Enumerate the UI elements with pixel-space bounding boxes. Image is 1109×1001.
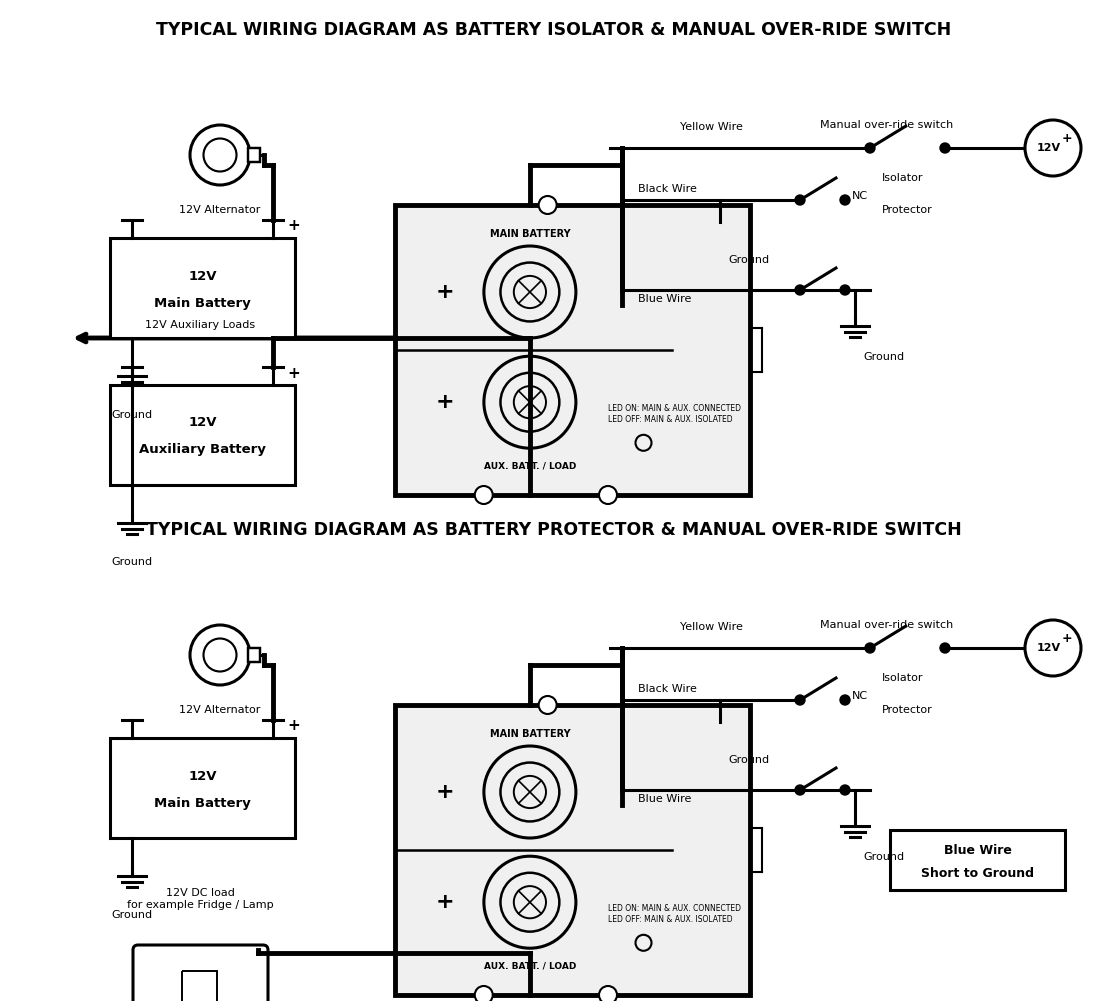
Text: TYPICAL WIRING DIAGRAM AS BATTERY ISOLATOR & MANUAL OVER-RIDE SWITCH: TYPICAL WIRING DIAGRAM AS BATTERY ISOLAT… [156, 21, 952, 39]
Text: MAIN BATTERY: MAIN BATTERY [489, 229, 570, 239]
Circle shape [795, 695, 805, 705]
Text: Protector: Protector [882, 705, 933, 715]
Text: Auxiliary Battery: Auxiliary Battery [139, 443, 266, 456]
Circle shape [190, 625, 250, 685]
Text: 12V DC load
for example Fridge / Lamp: 12V DC load for example Fridge / Lamp [126, 888, 273, 910]
Circle shape [865, 643, 875, 653]
Text: Blue Wire: Blue Wire [944, 845, 1011, 858]
Circle shape [840, 785, 849, 795]
Circle shape [840, 195, 849, 205]
Text: Manual over-ride switch: Manual over-ride switch [820, 120, 954, 130]
Text: NC: NC [852, 191, 868, 201]
Circle shape [190, 125, 250, 185]
Text: AUX. BATT. / LOAD: AUX. BATT. / LOAD [484, 962, 576, 971]
Circle shape [599, 486, 617, 504]
Text: LED ON: MAIN & AUX. CONNECTED
LED OFF: MAIN & AUX. ISOLATED: LED ON: MAIN & AUX. CONNECTED LED OFF: M… [608, 904, 741, 924]
Text: Protector: Protector [882, 205, 933, 215]
Text: Short to Ground: Short to Ground [920, 867, 1034, 880]
FancyBboxPatch shape [133, 945, 268, 1001]
Bar [395, 205, 750, 495]
Bar [182, 971, 216, 1001]
Bar [248, 148, 260, 162]
Text: 12V: 12V [189, 269, 216, 282]
Text: +: + [436, 892, 454, 912]
Text: 12V: 12V [1037, 143, 1061, 153]
Text: +: + [287, 719, 299, 734]
Circle shape [1025, 120, 1081, 176]
Bar [248, 648, 260, 662]
Text: Main Battery: Main Battery [154, 296, 251, 309]
Text: +: + [1061, 131, 1072, 144]
Text: Ground: Ground [111, 910, 153, 920]
Text: +: + [1061, 632, 1072, 645]
Circle shape [599, 986, 617, 1001]
Circle shape [475, 986, 492, 1001]
Text: Yellow Wire: Yellow Wire [680, 122, 743, 132]
Bar [891, 830, 1065, 890]
Text: Main Battery: Main Battery [154, 797, 251, 810]
Text: 12V: 12V [189, 416, 216, 429]
Text: 12V Auxiliary Loads: 12V Auxiliary Loads [145, 320, 255, 330]
Circle shape [475, 486, 492, 504]
Text: +: + [436, 282, 454, 302]
Circle shape [940, 643, 950, 653]
Text: Ground: Ground [728, 755, 770, 765]
Text: Black Wire: Black Wire [638, 684, 696, 694]
Text: Manual over-ride switch: Manual over-ride switch [820, 620, 954, 630]
Circle shape [539, 196, 557, 214]
Circle shape [1025, 620, 1081, 676]
Text: 12V Alternator: 12V Alternator [180, 205, 261, 215]
Text: AUX. BATT. / LOAD: AUX. BATT. / LOAD [484, 461, 576, 470]
Text: Blue Wire: Blue Wire [638, 294, 691, 304]
Circle shape [795, 195, 805, 205]
Text: +: + [287, 218, 299, 233]
Text: 12V: 12V [1037, 643, 1061, 653]
Text: Isolator: Isolator [882, 173, 924, 183]
Circle shape [865, 143, 875, 153]
Text: MAIN BATTERY: MAIN BATTERY [489, 729, 570, 739]
Text: Yellow Wire: Yellow Wire [680, 622, 743, 632]
Text: Ground: Ground [863, 852, 904, 862]
Text: LED ON: MAIN & AUX. CONNECTED
LED OFF: MAIN & AUX. ISOLATED: LED ON: MAIN & AUX. CONNECTED LED OFF: M… [608, 404, 741, 423]
Text: Ground: Ground [863, 352, 904, 362]
Text: Black Wire: Black Wire [638, 184, 696, 194]
Text: 12V Alternator: 12V Alternator [180, 705, 261, 715]
Circle shape [840, 695, 849, 705]
Circle shape [795, 285, 805, 295]
Bar [395, 705, 750, 995]
Text: +: + [436, 392, 454, 412]
Text: Blue Wire: Blue Wire [638, 794, 691, 804]
Circle shape [795, 785, 805, 795]
Circle shape [940, 143, 950, 153]
Text: NC: NC [852, 691, 868, 701]
Circle shape [539, 696, 557, 714]
Text: +: + [436, 782, 454, 802]
Text: TYPICAL WIRING DIAGRAM AS BATTERY PROTECTOR & MANUAL OVER-RIDE SWITCH: TYPICAL WIRING DIAGRAM AS BATTERY PROTEC… [146, 521, 962, 539]
Bar [110, 738, 295, 838]
Text: Ground: Ground [111, 410, 153, 420]
Circle shape [840, 285, 849, 295]
Text: Ground: Ground [728, 255, 770, 265]
Text: +: + [287, 365, 299, 380]
Text: Isolator: Isolator [882, 673, 924, 683]
Bar [110, 238, 295, 338]
Text: 12V: 12V [189, 770, 216, 783]
Bar [110, 385, 295, 485]
Text: Ground: Ground [111, 557, 153, 567]
